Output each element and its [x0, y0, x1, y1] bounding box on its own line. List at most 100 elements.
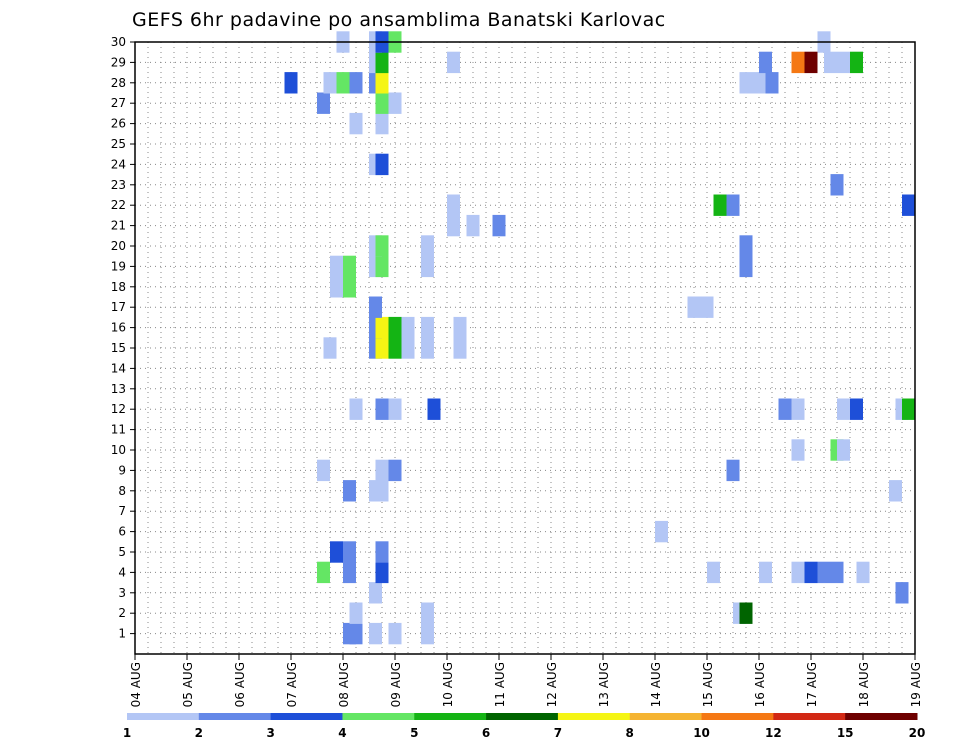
y-tick-label: 7 — [118, 504, 126, 518]
legend-swatch — [629, 713, 703, 720]
data-cell — [375, 541, 389, 563]
data-cell — [375, 51, 389, 74]
legend-label: 10 — [693, 726, 710, 740]
data-cell — [343, 561, 356, 584]
data-cell — [375, 112, 389, 135]
data-cell — [765, 72, 779, 94]
y-tick-label: 16 — [111, 321, 126, 335]
y-tick-label: 29 — [111, 55, 126, 69]
legend-label: 5 — [410, 726, 418, 740]
data-cell — [349, 72, 363, 94]
y-tick-label: 4 — [118, 565, 126, 579]
legend-label: 2 — [195, 726, 203, 740]
x-tick-label: 14 AUG — [649, 662, 663, 707]
data-cell — [349, 398, 363, 420]
data-cell — [343, 541, 356, 563]
data-cell — [447, 214, 460, 237]
data-cell — [401, 316, 415, 339]
data-cell — [375, 255, 389, 278]
data-cell — [895, 582, 909, 604]
data-cell — [323, 72, 337, 94]
data-cell — [655, 520, 668, 543]
y-tick-label: 15 — [111, 341, 126, 355]
data-cell — [752, 72, 766, 94]
data-cell — [687, 296, 701, 318]
legend-swatch — [342, 713, 415, 720]
data-cell — [330, 541, 343, 563]
data-cell — [830, 561, 844, 584]
legend-label: 8 — [626, 726, 634, 740]
data-cell — [791, 398, 805, 420]
data-cell — [317, 459, 330, 482]
y-tick-label: 14 — [111, 361, 126, 375]
y-tick-label: 8 — [118, 484, 126, 498]
legend-swatch — [557, 713, 631, 720]
data-cell — [369, 296, 382, 318]
data-cell — [323, 337, 337, 359]
data-cell — [739, 72, 753, 94]
data-cell — [375, 72, 389, 94]
y-tick-label: 9 — [118, 463, 126, 477]
data-cell — [707, 561, 720, 584]
data-cell — [492, 214, 506, 237]
legend-swatch — [198, 713, 272, 720]
data-cell — [421, 622, 434, 645]
x-tick-label: 11 AUG — [493, 662, 507, 707]
y-tick-label: 25 — [111, 137, 126, 151]
y-tick-label: 30 — [111, 35, 126, 49]
data-cell — [421, 316, 434, 339]
data-cell — [466, 214, 480, 237]
y-tick-label: 27 — [111, 96, 126, 110]
data-cell — [804, 51, 818, 74]
data-cell — [401, 337, 415, 359]
data-cell — [791, 51, 805, 74]
legend-label: 15 — [837, 726, 854, 740]
data-cell — [427, 398, 441, 420]
data-cell — [837, 51, 850, 74]
data-cell — [447, 51, 460, 74]
y-tick-label: 23 — [111, 178, 126, 192]
legend-swatch — [270, 713, 343, 720]
data-cell — [388, 622, 402, 645]
data-cell — [759, 51, 772, 74]
y-axis-ticks: 1234567891011121314151617181920212223242… — [111, 35, 135, 641]
data-cell — [453, 337, 467, 359]
data-cell — [700, 296, 714, 318]
data-cell — [889, 480, 902, 502]
data-cell — [375, 337, 389, 359]
y-tick-label: 6 — [118, 525, 126, 539]
data-cell — [421, 255, 434, 278]
legend-swatch — [845, 713, 918, 720]
data-cell — [421, 235, 434, 257]
data-cell — [317, 92, 330, 114]
x-tick-label: 15 AUG — [701, 662, 715, 707]
data-cell — [369, 622, 382, 645]
data-cell — [284, 72, 298, 94]
data-cell — [739, 255, 753, 278]
data-cell — [375, 235, 389, 257]
legend-label: 1 — [123, 726, 131, 740]
x-tick-label: 09 AUG — [389, 662, 403, 707]
data-cell — [349, 622, 363, 645]
data-cell — [739, 235, 753, 257]
x-tick-label: 16 AUG — [753, 662, 767, 707]
data-cell — [349, 602, 363, 624]
data-cell — [739, 602, 753, 624]
data-cell — [330, 276, 343, 298]
data-cell — [349, 112, 363, 135]
data-cell — [726, 459, 740, 482]
data-cell — [375, 480, 389, 502]
y-tick-label: 1 — [118, 627, 126, 641]
data-cell — [388, 459, 402, 482]
data-cell — [759, 561, 772, 584]
data-cell — [856, 561, 870, 584]
y-tick-label: 5 — [118, 545, 126, 559]
legend-swatch — [414, 713, 487, 720]
data-cell — [388, 92, 402, 114]
data-cell — [388, 337, 402, 359]
data-cell — [369, 582, 382, 604]
data-cell — [837, 439, 850, 461]
x-tick-label: 05 AUG — [181, 662, 195, 707]
data-cell — [375, 92, 389, 114]
